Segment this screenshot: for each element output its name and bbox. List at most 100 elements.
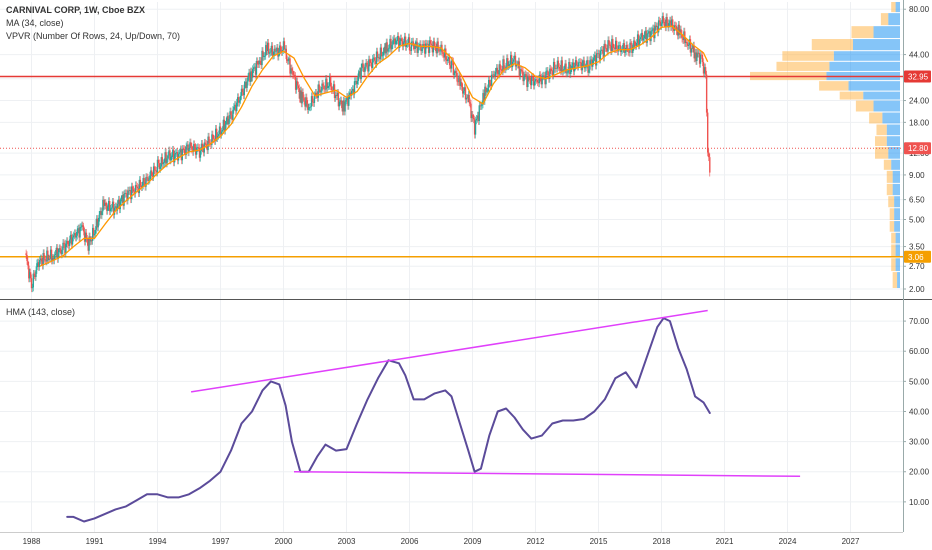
candle-body — [542, 75, 544, 77]
vpvr-legend[interactable]: VPVR (Number Of Rows, 24, Up/Down, 70) — [6, 31, 181, 41]
candle-body — [315, 92, 318, 95]
candle-body — [672, 19, 674, 29]
candle-body — [251, 71, 253, 78]
candle-body — [92, 227, 94, 241]
candle-body — [288, 58, 290, 61]
candle-body — [169, 150, 171, 161]
candle-body — [33, 273, 35, 276]
candle-body — [578, 61, 581, 63]
candle-body — [204, 142, 206, 144]
candle-body — [635, 42, 638, 46]
candle-body — [415, 41, 417, 45]
candle-body — [60, 249, 62, 255]
ma-legend[interactable]: MA (34, close) — [6, 18, 64, 28]
candle-body — [492, 74, 495, 76]
candle-body — [200, 143, 203, 151]
candle-body — [268, 52, 271, 54]
candle-body — [310, 96, 313, 107]
price-badge-label-mid: 12.80 — [908, 144, 929, 153]
candle-body — [162, 163, 164, 165]
candle-body — [38, 262, 40, 267]
candle-body — [64, 244, 66, 254]
vpvr-up-bar — [895, 232, 900, 244]
candle-body — [596, 53, 599, 55]
candle-body — [498, 64, 500, 75]
candle-body — [640, 32, 643, 38]
candle-body — [698, 53, 701, 64]
candle-body — [531, 77, 534, 78]
candle-body — [338, 101, 341, 107]
candle-body — [25, 253, 27, 255]
candle-body — [598, 53, 601, 60]
x-tick-label: 1997 — [212, 537, 230, 546]
candle-body — [108, 200, 111, 212]
candle-body — [158, 163, 161, 169]
candle-body — [462, 91, 465, 94]
candle-body — [402, 42, 405, 47]
hma-panel — [66, 309, 801, 523]
vpvr-down-bar — [892, 272, 898, 289]
candle-body — [49, 249, 52, 259]
candle-body — [433, 41, 436, 46]
candle-body — [591, 59, 593, 67]
candle-body — [495, 67, 498, 72]
candle-body — [187, 144, 189, 153]
candle-body — [129, 190, 131, 192]
horizontal-lines — [0, 75, 903, 258]
candle-body — [636, 34, 639, 43]
candle-body — [403, 36, 406, 43]
vpvr-up-bar — [829, 61, 900, 71]
candle-body — [32, 273, 34, 288]
candle-body — [182, 148, 184, 150]
candle-body — [296, 81, 299, 86]
candle-body — [242, 92, 245, 96]
candle-body — [335, 95, 338, 97]
candle-body — [438, 48, 440, 52]
candle-body — [675, 26, 678, 31]
hma-legend[interactable]: HMA (143, close) — [6, 307, 76, 317]
candle-body — [693, 45, 695, 59]
candle-body — [398, 35, 400, 48]
symbol-title[interactable]: CARNIVAL CORP, 1W, Cboe BZX — [6, 5, 146, 15]
price-badge-label-low: 3.06 — [908, 253, 924, 262]
candle-body — [61, 250, 63, 255]
candle-body — [240, 88, 243, 96]
candle-body — [260, 60, 262, 66]
candle-body — [67, 240, 69, 245]
candle-body — [326, 78, 328, 89]
candle-body — [405, 43, 408, 47]
candle-body — [450, 60, 453, 69]
candle-body — [230, 111, 232, 115]
candle-body — [252, 69, 254, 78]
candle-body — [614, 48, 616, 50]
candle-body — [95, 218, 98, 230]
candle-body — [170, 156, 172, 161]
candle-body — [320, 90, 322, 93]
candle-body — [237, 97, 240, 103]
candle-body — [150, 170, 152, 176]
candle-body — [377, 57, 380, 58]
candle-body — [40, 258, 43, 262]
candle-body — [602, 49, 604, 58]
candle-body — [212, 134, 214, 139]
candle-body — [141, 185, 143, 188]
candle-body — [399, 38, 402, 42]
volume-profile — [750, 2, 900, 289]
candle-body — [324, 89, 326, 90]
candle-body — [399, 41, 401, 48]
candle-body — [382, 51, 385, 56]
candle-body — [485, 86, 487, 92]
candle-body — [404, 36, 407, 47]
candle-body — [80, 226, 82, 228]
candle-body — [369, 59, 371, 63]
candle-body — [28, 265, 30, 279]
candle-body — [551, 71, 554, 76]
candle-body — [524, 74, 526, 76]
candle-body — [662, 16, 665, 22]
candle-body — [215, 128, 218, 139]
candle-body — [515, 64, 518, 67]
candle-body — [663, 21, 665, 24]
candle-body — [304, 100, 306, 107]
